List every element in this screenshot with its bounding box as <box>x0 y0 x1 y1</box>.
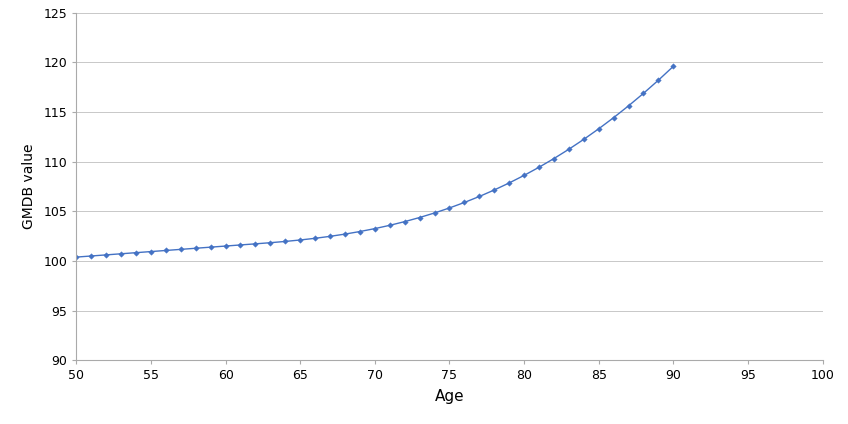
Y-axis label: GMDB value: GMDB value <box>23 144 36 229</box>
X-axis label: Age: Age <box>435 389 464 404</box>
